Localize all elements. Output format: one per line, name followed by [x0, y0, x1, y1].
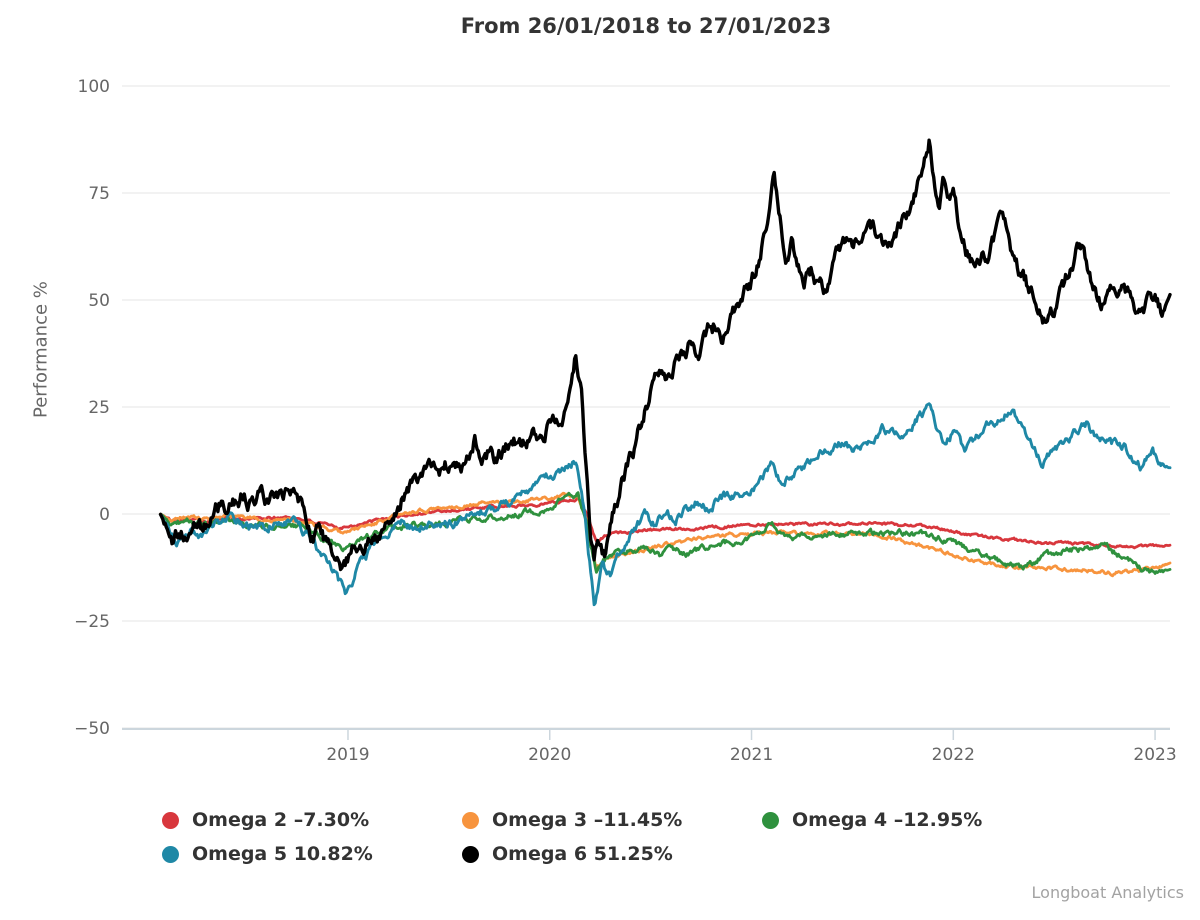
y-tick-label: 25	[88, 398, 110, 418]
legend-item-omega-3[interactable]: Omega 3 –11.45%	[462, 803, 762, 837]
legend-marker	[162, 811, 179, 829]
x-tick-label: 2019	[326, 745, 369, 765]
legend-label: Omega 6 51.25%	[492, 843, 673, 865]
legend-item-omega-5[interactable]: Omega 5 10.82%	[162, 837, 462, 871]
legend-label: Omega 3 –11.45%	[492, 809, 683, 831]
legend-marker	[462, 845, 479, 863]
x-tick-label: 2022	[932, 745, 975, 765]
series-line-omega-6[interactable]	[158, 138, 1172, 572]
series-line-omega-3[interactable]	[159, 491, 1172, 578]
y-tick-label: −25	[74, 612, 110, 632]
y-tick-label: 0	[99, 505, 110, 525]
legend-label: Omega 5 10.82%	[192, 843, 373, 865]
legend-label: Omega 4 –12.95%	[792, 809, 983, 831]
legend-item-omega-6[interactable]: Omega 6 51.25%	[462, 837, 762, 871]
legend-marker	[162, 845, 179, 863]
legend: Omega 2 –7.30% Omega 3 –11.45% Omega 4 –12…	[162, 803, 1122, 871]
y-tick-label: 50	[88, 291, 110, 311]
legend-item-omega-4[interactable]: Omega 4 –12.95%	[762, 803, 1062, 837]
legend-item-omega-2[interactable]: Omega 2 –7.30%	[162, 803, 462, 837]
legend-label: Omega 2 –7.30%	[192, 809, 370, 831]
y-tick-label: 100	[78, 77, 110, 97]
legend-marker	[462, 811, 479, 829]
series-line-omega-2[interactable]	[159, 496, 1172, 550]
plot-area: 100 75 50 25 0 −25 −50 2019 2020 2021 2022 2023	[74, 77, 1177, 765]
x-tick-label: 2023	[1133, 745, 1176, 765]
series-line-omega-5[interactable]	[159, 402, 1172, 607]
x-tick-label: 2020	[528, 745, 571, 765]
legend-marker	[762, 811, 779, 829]
series-line-omega-4[interactable]	[159, 491, 1172, 575]
y-tick-label: −50	[74, 719, 110, 739]
y-tick-label: 75	[88, 184, 110, 204]
credits-link[interactable]: Longboat Analytics	[1031, 883, 1184, 902]
chart-title: From 26/01/2018 to 27/01/2023	[460, 14, 832, 38]
x-tick-label: 2021	[730, 745, 773, 765]
